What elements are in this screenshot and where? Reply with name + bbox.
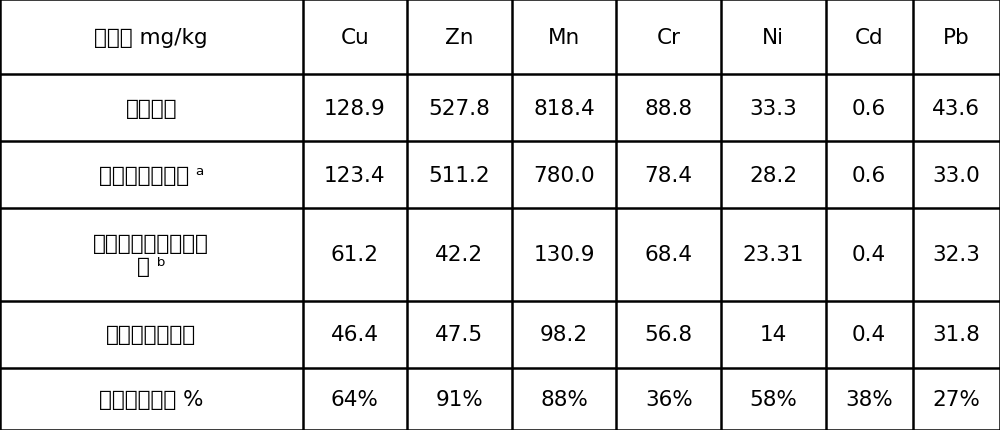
- Text: Cu: Cu: [340, 28, 369, 48]
- Text: Ni: Ni: [762, 28, 784, 48]
- Text: 33.3: 33.3: [749, 98, 797, 119]
- Text: 0.4: 0.4: [852, 324, 886, 344]
- Text: Cr: Cr: [657, 28, 681, 48]
- Text: 43.6: 43.6: [932, 98, 980, 119]
- Text: 23.31: 23.31: [743, 245, 804, 265]
- Text: 527.8: 527.8: [429, 98, 490, 119]
- Text: 56.8: 56.8: [645, 324, 693, 344]
- Text: 31.8: 31.8: [932, 324, 980, 344]
- Text: 818.4: 818.4: [533, 98, 595, 119]
- Text: 32.3: 32.3: [932, 245, 980, 265]
- Text: 协同法脱除率 %: 协同法脱除率 %: [99, 389, 204, 409]
- Text: 38%: 38%: [845, 389, 893, 409]
- Text: 水热处理后污泥 ᵃ: 水热处理后污泥 ᵃ: [99, 165, 204, 185]
- Text: 64%: 64%: [331, 389, 379, 409]
- Text: Pb: Pb: [943, 28, 970, 48]
- Text: 42.2: 42.2: [435, 245, 484, 265]
- Text: 123.4: 123.4: [324, 165, 386, 185]
- Text: 511.2: 511.2: [429, 165, 490, 185]
- Text: 36%: 36%: [645, 389, 693, 409]
- Text: 0.4: 0.4: [852, 245, 886, 265]
- Text: 78.4: 78.4: [645, 165, 693, 185]
- Text: 47.5: 47.5: [435, 324, 484, 344]
- Text: 复合添加剂使用后污
泥 ᵇ: 复合添加剂使用后污 泥 ᵇ: [93, 233, 209, 276]
- Text: 68.4: 68.4: [645, 245, 693, 265]
- Text: 91%: 91%: [436, 389, 483, 409]
- Text: Cd: Cd: [855, 28, 884, 48]
- Text: Mn: Mn: [548, 28, 580, 48]
- Text: 128.9: 128.9: [324, 98, 386, 119]
- Text: 130.9: 130.9: [533, 245, 595, 265]
- Text: 28.2: 28.2: [749, 165, 797, 185]
- Text: 协同处理后污泥: 协同处理后污泥: [106, 324, 196, 344]
- Text: 27%: 27%: [932, 389, 980, 409]
- Text: 重金属 mg/kg: 重金属 mg/kg: [94, 28, 208, 48]
- Text: 88.8: 88.8: [645, 98, 693, 119]
- Text: 原始污泥: 原始污泥: [126, 98, 177, 119]
- Text: 33.0: 33.0: [933, 165, 980, 185]
- Text: 88%: 88%: [540, 389, 588, 409]
- Text: 46.4: 46.4: [331, 324, 379, 344]
- Text: 58%: 58%: [749, 389, 797, 409]
- Text: 780.0: 780.0: [533, 165, 595, 185]
- Text: 0.6: 0.6: [852, 98, 886, 119]
- Text: 61.2: 61.2: [331, 245, 379, 265]
- Text: Zn: Zn: [445, 28, 474, 48]
- Text: 98.2: 98.2: [540, 324, 588, 344]
- Text: 14: 14: [760, 324, 787, 344]
- Text: 0.6: 0.6: [852, 165, 886, 185]
